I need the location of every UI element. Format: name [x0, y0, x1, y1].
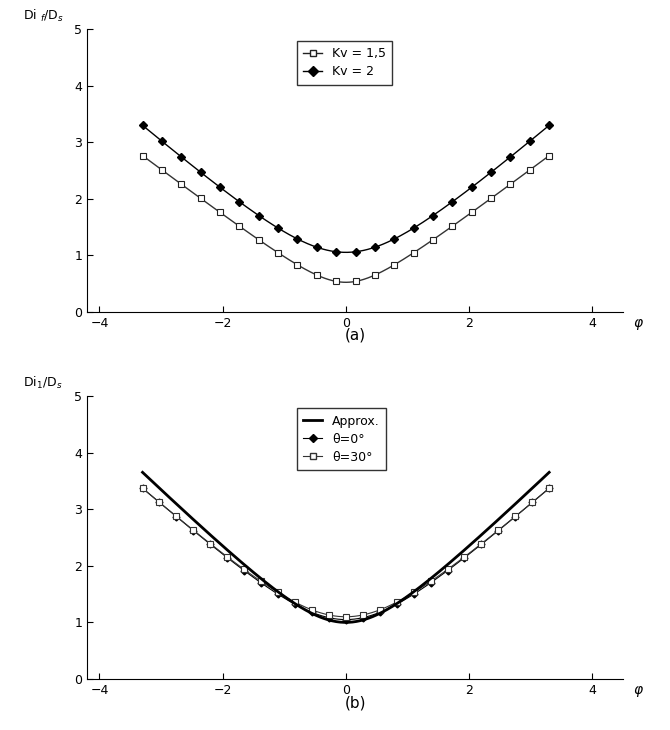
Text: (b): (b) — [344, 695, 366, 710]
Text: φ: φ — [634, 316, 643, 330]
Text: φ: φ — [634, 683, 643, 697]
Text: Di$_{1}$/D$_{s}$: Di$_{1}$/D$_{s}$ — [23, 374, 62, 391]
Legend: Kv = 1,5, Kv = 2: Kv = 1,5, Kv = 2 — [297, 41, 392, 85]
Legend: Approx., θ=0°, θ=30°: Approx., θ=0°, θ=30° — [297, 408, 386, 470]
Text: (a): (a) — [344, 328, 366, 343]
Text: Di $_{f}$/D$_{s}$: Di $_{f}$/D$_{s}$ — [23, 7, 64, 23]
